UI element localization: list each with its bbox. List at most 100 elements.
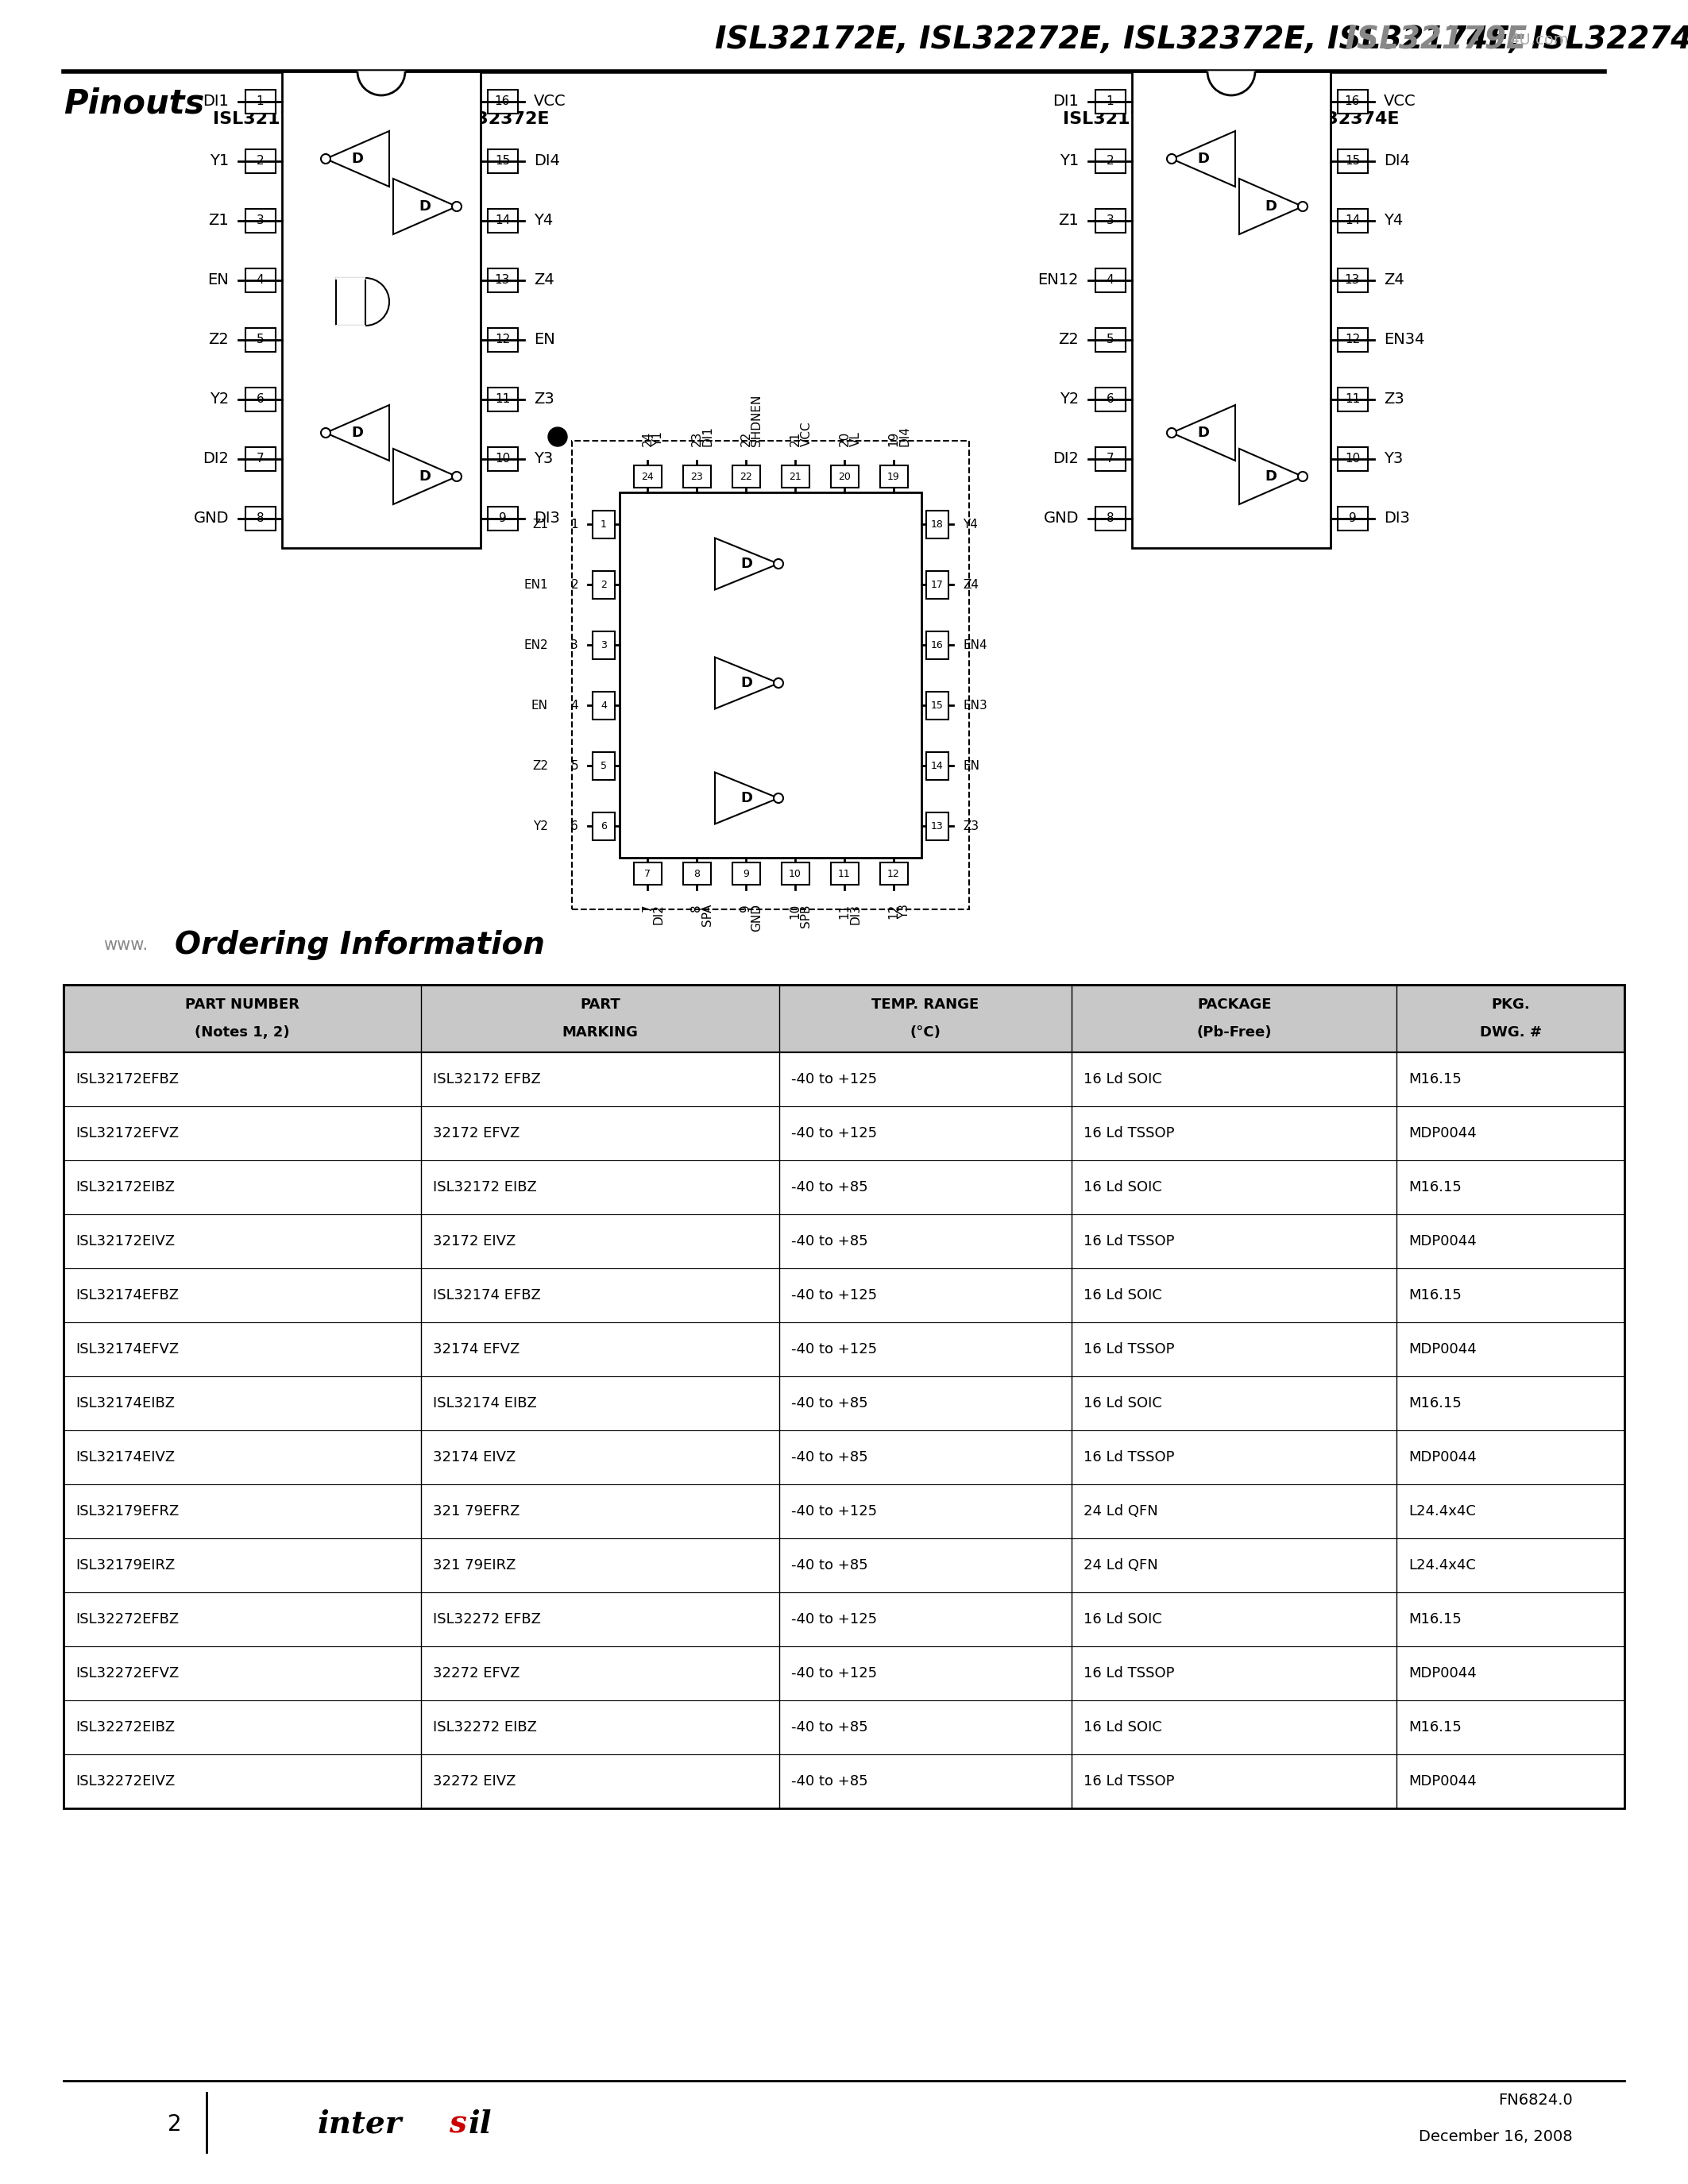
Text: 10: 10 (495, 452, 510, 465)
Text: VCC: VCC (800, 422, 812, 446)
Text: 15: 15 (495, 155, 510, 166)
Bar (1337, 507, 1367, 531)
Text: ISL32272 EIBZ: ISL32272 EIBZ (434, 1721, 537, 1734)
Text: D: D (419, 470, 430, 483)
Polygon shape (716, 537, 778, 590)
Text: 16: 16 (1345, 96, 1361, 107)
Polygon shape (1239, 179, 1303, 234)
Text: VCC: VCC (1384, 94, 1416, 109)
Bar (927, 570, 949, 598)
Text: 19: 19 (888, 472, 900, 483)
Text: 1: 1 (1106, 96, 1114, 107)
Text: ISL32174EIBZ: ISL32174EIBZ (76, 1396, 176, 1411)
Text: ISL32174 EIBZ: ISL32174 EIBZ (434, 1396, 537, 1411)
Text: DI3: DI3 (849, 904, 861, 924)
Text: 12: 12 (888, 869, 900, 878)
Text: s: s (449, 2110, 466, 2140)
Text: TEMP. RANGE: TEMP. RANGE (871, 998, 979, 1011)
Text: 22: 22 (739, 430, 751, 446)
Text: 14: 14 (1345, 214, 1361, 227)
Bar (682, 465, 711, 487)
Text: M16.15: M16.15 (1409, 1396, 1462, 1411)
Bar (64, 1538, 1624, 1592)
Text: EN4: EN4 (962, 640, 987, 651)
Text: 8: 8 (257, 513, 263, 524)
Bar (633, 863, 662, 885)
Text: EN: EN (208, 273, 230, 288)
Bar (245, 448, 275, 470)
Text: 3: 3 (257, 214, 263, 227)
Circle shape (773, 559, 783, 568)
Bar (830, 863, 858, 885)
Text: Ordering Information: Ordering Information (176, 930, 545, 961)
Text: PART: PART (581, 998, 619, 1011)
Text: 16 Ld SOIC: 16 Ld SOIC (1084, 1072, 1161, 1085)
Text: 23: 23 (690, 472, 702, 483)
Text: 9: 9 (498, 513, 506, 524)
Text: -40 to +125: -40 to +125 (792, 1505, 876, 1518)
Bar (927, 812, 949, 841)
Bar (592, 812, 614, 841)
Text: 17: 17 (932, 579, 944, 590)
Text: 18: 18 (932, 520, 944, 529)
Text: ISL32179EIRZ: ISL32179EIRZ (76, 1557, 176, 1572)
Text: 3: 3 (601, 640, 608, 651)
Bar (64, 1592, 1624, 1647)
Text: (24 LD QFN): (24 LD QFN) (719, 465, 820, 480)
Bar (830, 465, 858, 487)
Text: TOP VIEW: TOP VIEW (729, 485, 812, 500)
Circle shape (1298, 201, 1308, 212)
Text: Y3: Y3 (898, 904, 912, 919)
Text: ISL32172EIBZ: ISL32172EIBZ (76, 1179, 176, 1195)
Bar (592, 511, 614, 537)
Wedge shape (1207, 72, 1256, 96)
Text: ISL32174EFBZ: ISL32174EFBZ (76, 1289, 179, 1302)
Bar (619, 491, 922, 858)
Text: EN2: EN2 (523, 640, 549, 651)
Text: 16 Ld SOIC: 16 Ld SOIC (1084, 1612, 1161, 1627)
Text: MDP0044: MDP0044 (1409, 1343, 1477, 1356)
Text: Y2: Y2 (533, 819, 549, 832)
Text: Z4: Z4 (962, 579, 979, 590)
Text: 321 79EIRZ: 321 79EIRZ (434, 1557, 517, 1572)
Text: 6: 6 (601, 821, 608, 832)
Text: 32272 EFVZ: 32272 EFVZ (434, 1666, 520, 1679)
Text: ISL32172E, ISL32272E, ISL32372E: ISL32172E, ISL32272E, ISL32372E (213, 111, 550, 127)
Text: 4: 4 (257, 273, 263, 286)
Bar (927, 631, 949, 660)
Text: 32174 EFVZ: 32174 EFVZ (434, 1343, 520, 1356)
Bar (1337, 90, 1367, 114)
Bar (488, 387, 518, 411)
Text: (16 LD N-SOIC, TSSOP): (16 LD N-SOIC, TSSOP) (1136, 133, 1327, 149)
Text: 1: 1 (257, 96, 263, 107)
Text: D: D (1264, 199, 1276, 214)
Text: DI4: DI4 (898, 426, 912, 446)
Text: 11: 11 (839, 904, 851, 919)
Bar (733, 863, 760, 885)
Text: DI4: DI4 (1384, 153, 1409, 168)
Text: 16 Ld TSSOP: 16 Ld TSSOP (1084, 1343, 1175, 1356)
Text: -40 to +85: -40 to +85 (792, 1773, 868, 1789)
Bar (633, 465, 662, 487)
Text: 12: 12 (888, 904, 900, 919)
Polygon shape (393, 179, 457, 234)
Text: D: D (741, 675, 753, 690)
Text: -40 to +125: -40 to +125 (792, 1666, 876, 1679)
Text: 14: 14 (932, 760, 944, 771)
Bar (1096, 448, 1126, 470)
Circle shape (773, 679, 783, 688)
Text: 10: 10 (1345, 452, 1361, 465)
Bar (1337, 387, 1367, 411)
Text: 6: 6 (1106, 393, 1114, 404)
Bar (245, 328, 275, 352)
Text: Z4: Z4 (1384, 273, 1404, 288)
Bar (64, 1269, 1624, 1321)
Text: DI4: DI4 (533, 153, 560, 168)
Text: -40 to +85: -40 to +85 (792, 1721, 868, 1734)
Text: 23: 23 (690, 430, 702, 446)
Text: MDP0044: MDP0044 (1409, 1773, 1477, 1789)
Bar (64, 1214, 1624, 1269)
Text: Y2: Y2 (1060, 391, 1079, 406)
Text: DI3: DI3 (1384, 511, 1409, 526)
Text: M16.15: M16.15 (1409, 1179, 1462, 1195)
